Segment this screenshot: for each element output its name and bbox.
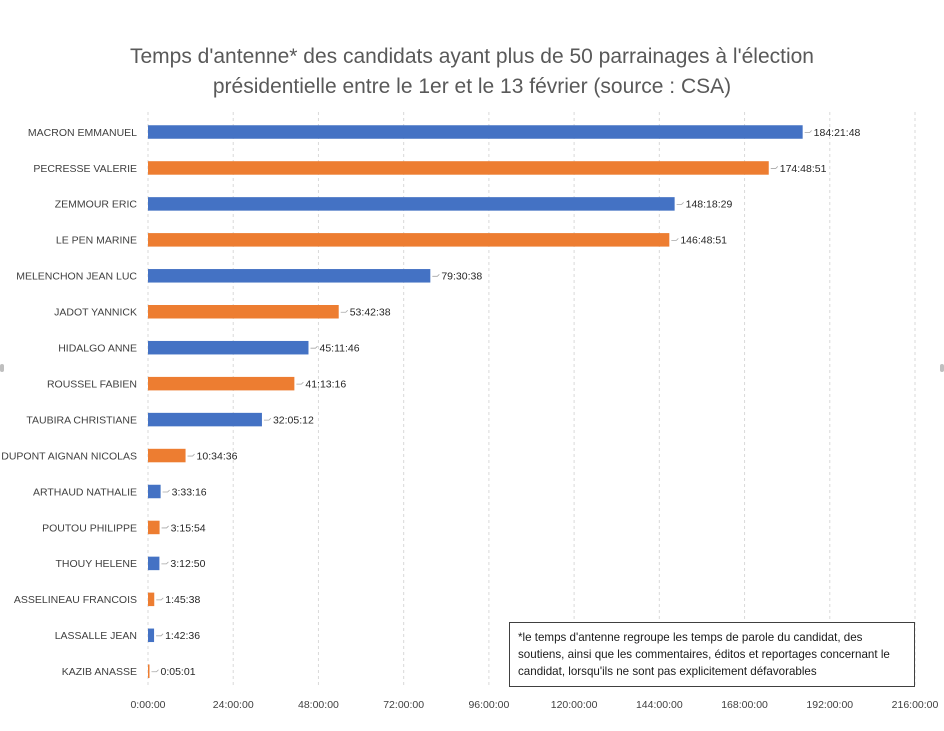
bars xyxy=(148,125,803,678)
bar-lassalle-jean xyxy=(148,628,155,643)
right-edge-handle xyxy=(940,364,944,372)
annotation-box: *le temps d'antenne regroupe les temps d… xyxy=(509,622,915,687)
leader-line-thouy-helene xyxy=(161,561,169,565)
category-label-thouy-helene: THOUY HELENE xyxy=(56,558,138,570)
x-tick-label-8: 192:00:00 xyxy=(806,699,853,711)
data-label-asselineau-francois: 1:45:38 xyxy=(165,594,200,606)
leader-line-poutou-philippe xyxy=(161,525,169,529)
x-tick-label-4: 96:00:00 xyxy=(468,699,509,711)
bar-arthaud-nathalie xyxy=(148,484,161,499)
x-axis-tick-labels: 0:00:00 24:00:00 48:00:00 72:00:00 96:00:00 1… xyxy=(130,699,938,711)
x-tick-label-6: 144:00:00 xyxy=(636,699,683,711)
leader-line-jadot-yannick xyxy=(340,309,349,313)
leader-line-kazib-anasse xyxy=(151,669,159,673)
data-label-thouy-helene: 3:12:50 xyxy=(170,558,205,570)
bar-poutou-philippe xyxy=(148,520,160,535)
left-edge-handle xyxy=(0,364,4,372)
data-label-le-pen-marine: 146:48:51 xyxy=(680,235,727,247)
bar-melenchon-jean-luc xyxy=(148,269,431,283)
x-tick-label-1: 24:00:00 xyxy=(213,699,254,711)
bar-hidalgo-anne xyxy=(148,340,309,355)
data-label-jadot-yannick: 53:42:38 xyxy=(350,307,391,319)
x-tick-label-0: 0:00:00 xyxy=(130,699,165,711)
bar-taubira-christiane xyxy=(148,412,262,427)
category-label-le-pen-marine: LE PEN MARINE xyxy=(56,235,137,247)
leader-line-macron-emmanuel xyxy=(804,130,812,133)
leader-line-arthaud-nathalie xyxy=(162,489,170,493)
category-label-jadot-yannick: JADOT YANNICK xyxy=(54,307,137,319)
bar-pecresse-valerie xyxy=(148,161,769,175)
x-tick-label-2: 48:00:00 xyxy=(298,699,339,711)
bar-thouy-helene xyxy=(148,556,160,571)
bar-roussel-fabien xyxy=(148,376,295,391)
bar-kazib-anasse xyxy=(148,664,150,678)
chart-title-line-1: Temps d'antenne* des candidats ayant plu… xyxy=(130,45,814,68)
leader-line-lassalle-jean xyxy=(156,633,164,637)
data-label-pecresse-valerie: 174:48:51 xyxy=(780,163,827,175)
category-label-taubira-christiane: TAUBIRA CHRISTIANE xyxy=(26,414,137,426)
category-label-dupont-aignan-nicolas: DUPONT AIGNAN NICOLAS xyxy=(1,450,137,462)
bar-asselineau-francois xyxy=(148,592,155,607)
category-label-melenchon-jean-luc: MELENCHON JEAN LUC xyxy=(16,271,137,283)
leader-line-pecresse-valerie xyxy=(770,166,779,169)
bar-zemmour-eric xyxy=(148,197,675,211)
x-tick-label-9: 216:00:00 xyxy=(892,699,939,711)
category-label-asselineau-francois: ASSELINEAU FRANCOIS xyxy=(14,594,137,606)
category-label-zemmour-eric: ZEMMOUR ERIC xyxy=(55,199,138,211)
leader-line-asselineau-francois xyxy=(156,597,164,601)
category-label-pecresse-valerie: PECRESSE VALERIE xyxy=(33,163,137,175)
leader-line-le-pen-marine xyxy=(671,238,679,241)
data-label-melenchon-jean-luc: 79:30:38 xyxy=(441,271,482,283)
data-label-macron-emmanuel: 184:21:48 xyxy=(814,127,861,139)
category-label-roussel-fabien: ROUSSEL FABIEN xyxy=(47,378,137,390)
bar-dupont-aignan-nicolas xyxy=(148,448,186,463)
leader-line-melenchon-jean-luc xyxy=(432,274,440,277)
category-label-macron-emmanuel: MACRON EMMANUEL xyxy=(28,127,137,139)
category-labels: MACRON EMMANUEL PECRESSE VALERIE ZEMMOUR E… xyxy=(1,127,137,678)
x-tick-label-5: 120:00:00 xyxy=(551,699,598,711)
x-tick-label-7: 168:00:00 xyxy=(721,699,768,711)
bar-le-pen-marine xyxy=(148,233,670,247)
data-label-taubira-christiane: 32:05:12 xyxy=(273,414,314,426)
data-label-kazib-anasse: 0:05:01 xyxy=(161,666,196,678)
category-label-hidalgo-anne: HIDALGO ANNE xyxy=(58,343,137,355)
x-tick-label-3: 72:00:00 xyxy=(383,699,424,711)
data-label-roussel-fabien: 41:13:16 xyxy=(305,378,346,390)
leader-line-hidalgo-anne xyxy=(310,345,318,349)
data-label-dupont-aignan-nicolas: 10:34:36 xyxy=(197,450,238,462)
leader-line-roussel-fabien xyxy=(296,381,304,385)
data-label-lassalle-jean: 1:42:36 xyxy=(165,630,200,642)
data-labels: 184:21:48 174:48:51 148:18:29 146:48:51 79:3… xyxy=(151,127,861,678)
chart-title-line-2: présidentielle entre le 1er et le 13 fév… xyxy=(213,75,731,98)
bar-jadot-yannick xyxy=(148,305,339,319)
category-label-arthaud-nathalie: ARTHAUD NATHALIE xyxy=(33,486,137,498)
bar-macron-emmanuel xyxy=(148,125,803,139)
leader-line-zemmour-eric xyxy=(676,202,684,205)
category-label-poutou-philippe: POUTOU PHILIPPE xyxy=(42,522,137,534)
leader-line-dupont-aignan-nicolas xyxy=(187,453,195,457)
data-label-zemmour-eric: 148:18:29 xyxy=(686,199,733,211)
category-label-kazib-anasse: KAZIB ANASSE xyxy=(62,666,137,678)
data-label-hidalgo-anne: 45:11:46 xyxy=(319,343,359,355)
category-label-lassalle-jean: LASSALLE JEAN xyxy=(55,630,137,642)
leader-line-taubira-christiane xyxy=(263,417,272,421)
data-label-arthaud-nathalie: 3:33:16 xyxy=(172,486,207,498)
data-label-poutou-philippe: 3:15:54 xyxy=(171,522,206,534)
